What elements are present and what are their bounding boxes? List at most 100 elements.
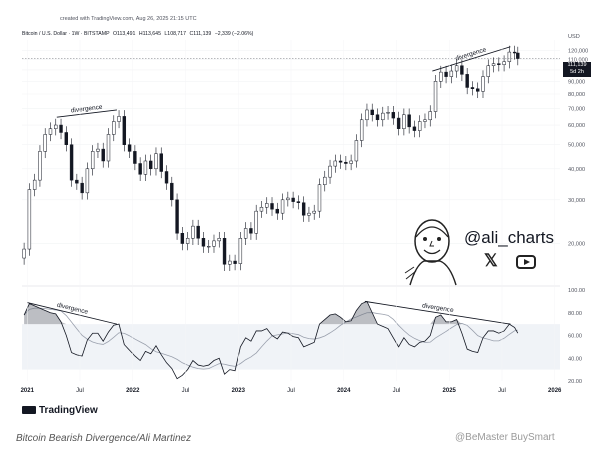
currency-label: USD: [568, 34, 580, 40]
time-axis: 2021 Jul 2022 Jul 2023 Jul 2024 Jul 2025 Jul 2026: [21, 40, 562, 394]
candle-body: [344, 161, 348, 164]
rsi-divergence-line: [27, 302, 118, 325]
candle-body: [396, 117, 401, 129]
candle-body: [233, 260, 237, 264]
candle-body: [154, 153, 158, 170]
candle-body: [243, 228, 248, 239]
candle-body: [412, 126, 417, 131]
divergence-line: [432, 46, 511, 72]
candle-body: [133, 151, 137, 164]
candle-body: [222, 238, 227, 265]
candle-body: [43, 134, 47, 152]
candle-body: [175, 199, 179, 234]
candle-body: [64, 132, 69, 145]
candle-body: [365, 109, 369, 121]
rsi-tick-label: 20.00: [568, 379, 582, 385]
candle-body: [127, 144, 132, 152]
candle-body: [185, 238, 190, 244]
candle-body: [280, 199, 285, 214]
last-price-value: 111,139: [567, 62, 587, 68]
high-value: H113,645: [138, 31, 161, 37]
candle-body: [439, 71, 443, 82]
candle-body: [159, 153, 163, 172]
price-tick-label: 80,000: [568, 92, 585, 98]
candle-body: [196, 225, 200, 239]
rsi-line: [23, 300, 519, 380]
divergence-label: divergence: [70, 104, 103, 115]
source-watermark: @BeMaster BuySmart: [455, 432, 555, 443]
open-value: O113,491: [112, 31, 136, 37]
candle-body: [254, 210, 258, 234]
candle-body: [112, 121, 116, 135]
candle-body: [407, 114, 411, 128]
candle-body: [454, 65, 459, 72]
price-tick-label: 60,000: [568, 123, 585, 129]
candle-body: [323, 176, 327, 185]
time-tick-label: Jul: [182, 388, 190, 394]
chart-caption: Bitcoin Bearish Divergence/Ali Martinez: [16, 433, 192, 444]
rsi-tick-label: 60.00: [568, 334, 582, 340]
candle-body: [465, 74, 469, 88]
candle-body: [317, 184, 322, 212]
time-tick-label: 2026: [548, 388, 562, 394]
author-avatar-icon: [404, 219, 457, 286]
candle-body: [428, 111, 432, 121]
candle-body: [148, 160, 153, 170]
social-handle: @ali_charts: [464, 228, 555, 247]
candle-body: [32, 179, 37, 190]
x-logo-icon: 𝕏: [484, 251, 498, 270]
candle-body: [449, 70, 454, 77]
time-tick-label: 2022: [126, 388, 140, 394]
candle-body: [370, 109, 374, 116]
divergence-line: [56, 109, 117, 118]
candle-body: [207, 246, 211, 248]
candle-body: [48, 128, 53, 135]
candle-body: [259, 206, 264, 212]
candle-body: [444, 71, 448, 77]
candle-body: [359, 119, 364, 141]
candle-body: [417, 121, 422, 131]
last-price-badge: 111,139 5d 2h: [563, 62, 591, 77]
candle-body: [386, 112, 390, 114]
candle-body: [275, 208, 279, 214]
rsi-divergence-label: divergence: [56, 302, 89, 316]
close-value: C111,139: [189, 31, 212, 37]
tradingview-logo-text: TradingView: [39, 405, 98, 416]
candle-body: [54, 124, 58, 129]
price-tick-label: 30,000: [568, 198, 585, 204]
candle-body: [59, 124, 63, 133]
candle-body: [80, 182, 84, 194]
price-tick-label: 70,000: [568, 106, 585, 112]
candle-body: [291, 197, 295, 202]
candle-body: [333, 160, 338, 167]
candle-body: [38, 151, 42, 181]
time-tick-label: Jul: [76, 388, 84, 394]
candle-body: [507, 51, 512, 62]
price-tick-label: 110,000: [568, 58, 588, 64]
candle-body: [265, 203, 269, 208]
candle-body: [486, 65, 490, 77]
candle-body: [512, 51, 517, 54]
price-tick-label: 90,000: [568, 79, 585, 85]
change-value: −2,339 (−2.06%): [214, 31, 254, 37]
candle-body: [164, 171, 169, 184]
low-value: L108,717: [164, 31, 187, 37]
candle-body: [381, 112, 385, 121]
candle-body: [22, 248, 26, 259]
candle-body: [497, 63, 501, 65]
tradingview-mark-icon: [22, 406, 36, 415]
rsi-divergence-line: [364, 300, 511, 325]
candle-body: [138, 163, 142, 175]
youtube-icon: [516, 255, 536, 269]
symbol-label: Bitcoin / U.S. Dollar · 1W · BITSTAMP: [22, 31, 110, 37]
candle-body: [27, 189, 32, 250]
price-tick-label: 40,000: [568, 167, 585, 173]
time-tick-label: Jul: [393, 388, 401, 394]
time-tick-label: 2025: [443, 388, 457, 394]
time-tick-label: 2024: [337, 388, 351, 394]
candle-body: [402, 114, 406, 129]
rsi-pane: 20.00 40.00 60.00 80.00 100.00 divergence dive…: [22, 285, 585, 385]
price-tick-label: 120,000: [568, 48, 588, 54]
candle-body: [286, 197, 290, 201]
